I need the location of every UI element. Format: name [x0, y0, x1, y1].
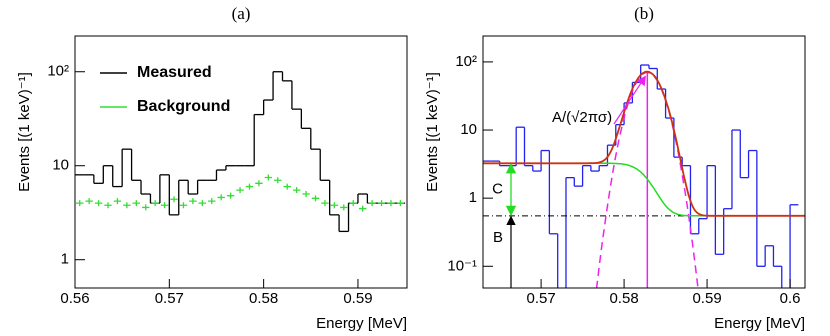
C-label: C: [492, 181, 503, 198]
background-point: [208, 198, 216, 205]
background-point: [104, 202, 112, 209]
background-point: [236, 187, 244, 194]
background-point: [170, 196, 178, 203]
x-tick-label: 0.6: [780, 290, 801, 307]
background-point: [217, 194, 225, 201]
background-point: [292, 187, 301, 194]
y-tick-label: 10⁻¹: [447, 257, 477, 274]
x-tick-label: 0.57: [526, 290, 555, 307]
y-tick-label: 10²: [455, 53, 477, 70]
x-axis-label: Energy [MeV]: [316, 315, 407, 332]
background-point: [358, 205, 367, 212]
background-point: [142, 204, 150, 211]
plot-area: [483, 64, 805, 288]
x-tick-label: 0.56: [60, 290, 89, 307]
background-point: [179, 202, 188, 209]
panel-title: (a): [232, 4, 251, 23]
total-curve: [483, 70, 805, 217]
background-point: [76, 200, 84, 207]
background-point: [160, 202, 169, 209]
x-tick-label: 0.58: [249, 290, 278, 307]
x-axis-label: Energy [MeV]: [714, 315, 805, 332]
x-tick-label: 0.58: [609, 290, 638, 307]
background-point: [387, 200, 395, 207]
panel-title: (b): [634, 4, 654, 23]
y-axis-label: Events [(1 keV)⁻¹]: [424, 72, 441, 192]
background-point: [311, 195, 320, 202]
plot-frame: [74, 35, 408, 289]
background-point: [245, 183, 254, 190]
x-tick-label: 0.59: [692, 290, 721, 307]
legend-label: Background: [137, 98, 230, 115]
background-point: [330, 202, 339, 209]
y-tick-label: 1: [61, 251, 69, 268]
y-axis-label: Events [(1 keV)⁻¹]: [16, 72, 33, 192]
background-point: [349, 200, 357, 207]
background-point: [94, 200, 103, 207]
background-point: [189, 198, 197, 205]
background-point: [302, 191, 310, 198]
peak-arrow: [613, 75, 646, 125]
background-point: [321, 200, 329, 207]
x-tick-label: 0.59: [343, 290, 372, 307]
background-point: [85, 198, 93, 205]
background-point: [340, 204, 348, 211]
plot-frame: [482, 35, 806, 289]
background-point: [113, 198, 122, 205]
background-point: [226, 192, 235, 199]
background-point: [151, 200, 159, 207]
x-tick-label: 0.57: [155, 290, 184, 307]
background-point: [283, 183, 291, 190]
peak-label: A/(√2πσ): [552, 109, 612, 126]
background-point: [132, 200, 141, 207]
background-point: [396, 200, 405, 207]
background-point: [198, 200, 207, 207]
y-tick-label: 10²: [47, 63, 69, 80]
legend-label: Measured: [137, 64, 212, 81]
background-point: [255, 180, 263, 187]
y-tick-label: 1: [469, 189, 477, 206]
background-point: [274, 177, 282, 184]
background-point: [264, 174, 273, 181]
B-label: B: [493, 229, 503, 246]
background-point: [368, 200, 376, 207]
y-tick-label: 10: [460, 121, 477, 138]
plot-area: [75, 71, 406, 233]
background-point: [123, 202, 131, 209]
y-tick-label: 10: [52, 157, 69, 174]
background-point: [377, 200, 386, 207]
